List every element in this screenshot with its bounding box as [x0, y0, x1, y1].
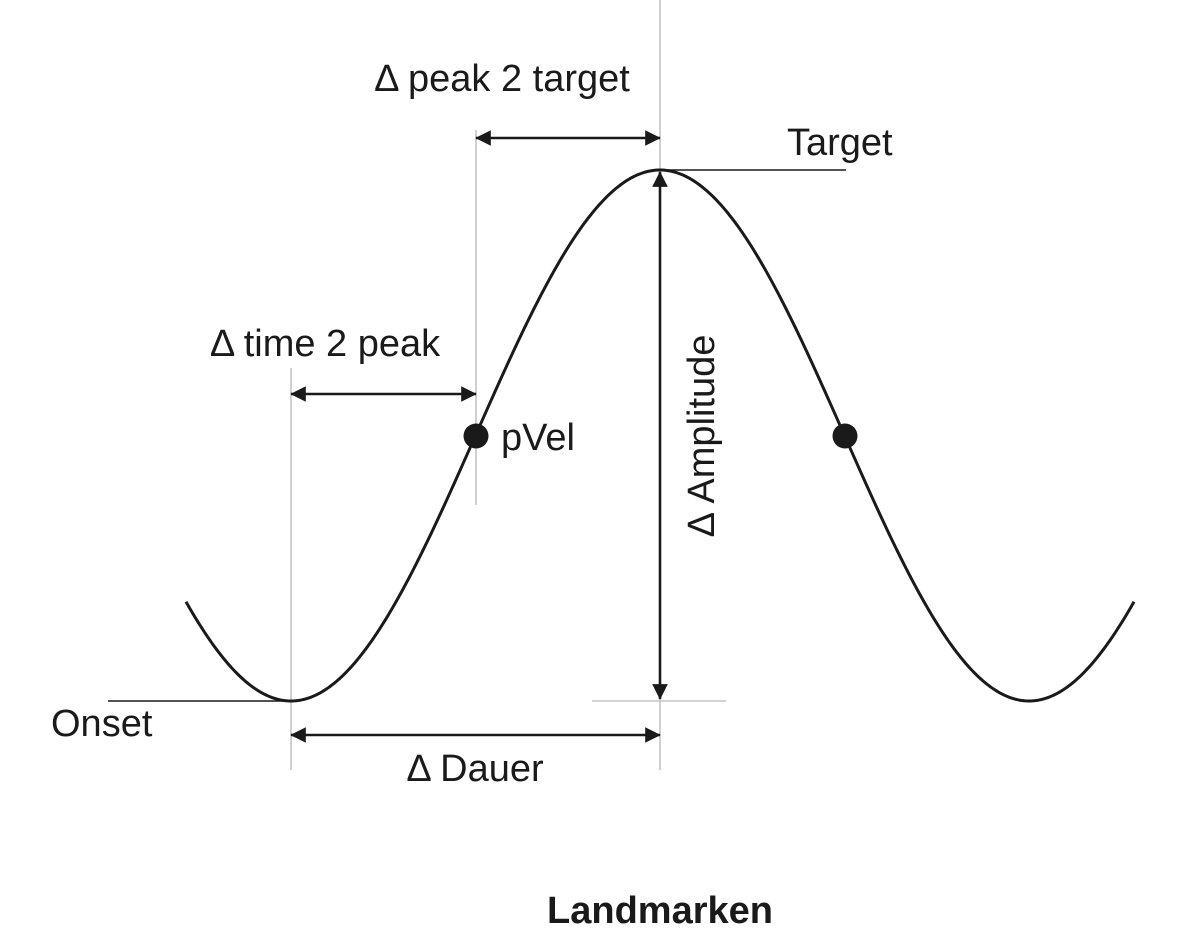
- amplitude-label: Δ Amplitude: [681, 335, 723, 538]
- pvel-point-rising: [463, 423, 489, 449]
- duration-label: Δ Dauer: [406, 748, 544, 790]
- diagram-caption: Landmarken: [547, 890, 773, 932]
- target-label: Target: [787, 122, 893, 164]
- movement-curve: [184, 168, 1136, 703]
- pvel-label: pVel: [501, 417, 575, 459]
- onset-label: Onset: [51, 703, 153, 745]
- peak-to-target-label: Δ peak 2 target: [374, 58, 630, 100]
- pvel-point-falling: [832, 423, 858, 449]
- time-to-peak-label: Δ time 2 peak: [210, 323, 441, 365]
